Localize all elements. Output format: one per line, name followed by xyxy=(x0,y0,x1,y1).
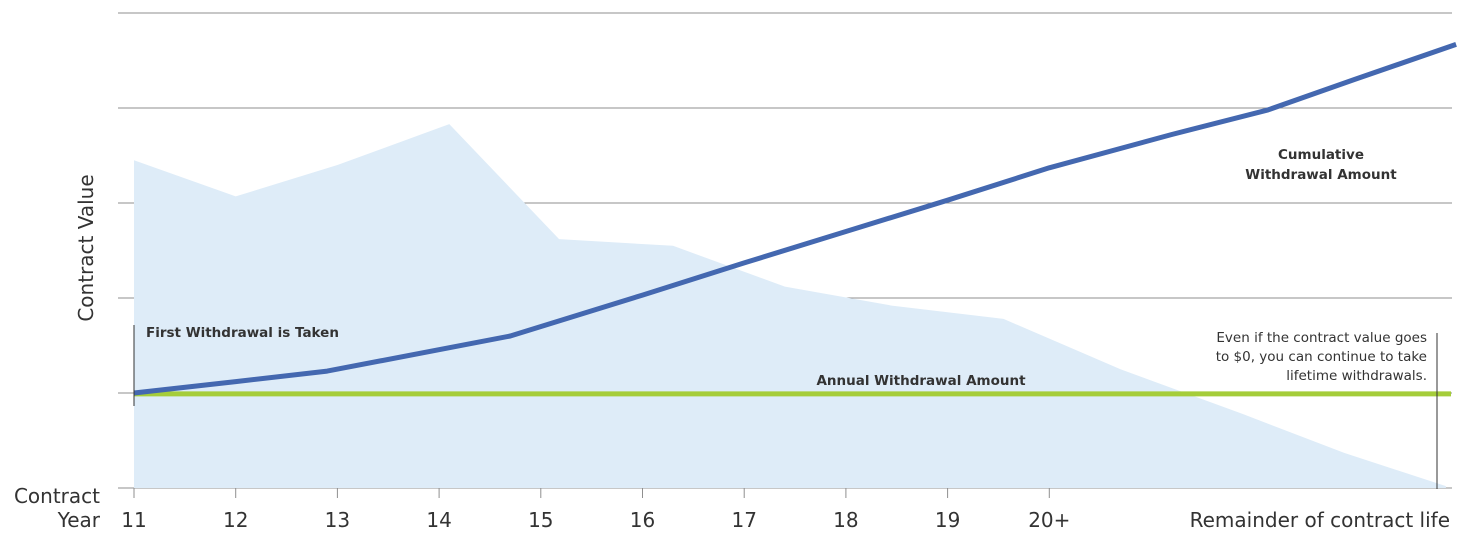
cumulative-label-line2: Withdrawal Amount xyxy=(1245,167,1397,183)
x-tick-label-11: 11 xyxy=(121,508,146,532)
x-tick-label-14: 14 xyxy=(426,508,451,532)
note-line-1: Even if the contract value goes xyxy=(1216,330,1427,346)
x-axis-title-line2: Year xyxy=(57,508,101,532)
contract-value-area-group xyxy=(134,124,1446,488)
x-axis-title-line1: Contract xyxy=(14,484,100,508)
x-tick-label-20+: 20+ xyxy=(1028,508,1070,532)
first-withdrawal-label: First Withdrawal is Taken xyxy=(146,325,339,341)
cumulative-label-line1: Cumulative xyxy=(1278,147,1364,163)
x-tick-label-remainder: Remainder of contract life xyxy=(1190,508,1450,532)
note-line-2: to $0, you can continue to take xyxy=(1216,349,1427,365)
marker-lines xyxy=(133,325,1438,489)
x-tick-label-13: 13 xyxy=(325,508,350,532)
x-tick-label-15: 15 xyxy=(528,508,553,532)
note-line-3: lifetime withdrawals. xyxy=(1286,368,1427,384)
y-axis-title: Contract Value xyxy=(74,174,98,321)
x-tick-label-17: 17 xyxy=(731,508,756,532)
x-tick-label-19: 19 xyxy=(935,508,960,532)
contract-value-area xyxy=(134,124,1446,488)
x-tick-label-16: 16 xyxy=(630,508,655,532)
series-lines xyxy=(133,42,1457,397)
x-tick-label-18: 18 xyxy=(833,508,858,532)
annual-withdrawal-label: Annual Withdrawal Amount xyxy=(816,373,1026,389)
x-axis-ticks: 11 12 13 14 15 16 17 18 19 20+ Remainder of contra… xyxy=(121,488,1450,532)
cumulative-withdrawal-line xyxy=(133,42,1457,396)
x-tick-label-12: 12 xyxy=(223,508,248,532)
